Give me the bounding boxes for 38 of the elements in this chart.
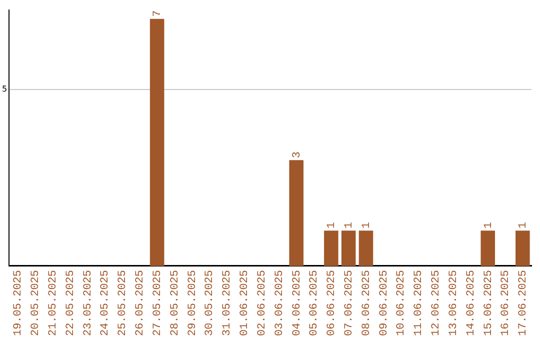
data-label: 7 [152, 10, 164, 17]
data-label: 1 [482, 222, 495, 229]
x-tick-label: 27.05.2025 [152, 270, 164, 336]
x-tick-label: 06.06.2025 [326, 270, 338, 336]
x-tick-label: 11.06.2025 [413, 270, 426, 336]
data-label: 1 [326, 222, 338, 229]
x-tick-label: 07.06.2025 [343, 270, 356, 336]
x-tick-label: 22.05.2025 [64, 270, 77, 336]
x-tick-label: 04.06.2025 [291, 270, 304, 336]
x-tick-label: 19.05.2025 [12, 270, 25, 336]
x-tick-label: 29.05.2025 [186, 270, 199, 336]
y-tick-label: 5 [2, 84, 8, 94]
x-tick-label: 05.06.2025 [308, 270, 321, 336]
x-tick-label: 24.05.2025 [100, 270, 112, 336]
x-tick-label: 21.05.2025 [48, 270, 60, 336]
data-label: 1 [518, 222, 530, 229]
x-tick-label: 15.06.2025 [482, 270, 495, 336]
x-tick-label: 30.05.2025 [204, 270, 216, 336]
x-tick-label: 25.05.2025 [117, 270, 130, 336]
x-tick-label: 02.06.2025 [256, 270, 268, 336]
x-tick-label: 10.06.2025 [396, 270, 408, 336]
x-tick-label: 12.06.2025 [430, 270, 443, 336]
x-tick-label: 31.05.2025 [222, 270, 234, 336]
x-tick-label: 28.05.2025 [169, 270, 182, 336]
x-tick-label: 01.06.2025 [239, 270, 252, 336]
x-tick-label: 23.05.2025 [82, 270, 94, 336]
x-tick-label: 16.06.2025 [500, 270, 512, 336]
x-tick-label: 26.05.2025 [134, 270, 147, 336]
x-tick-label: 08.06.2025 [360, 270, 373, 336]
x-tick-label: 03.06.2025 [274, 270, 286, 336]
x-tick-label: 09.06.2025 [378, 270, 390, 336]
x-tick-label: 14.06.2025 [465, 270, 478, 336]
data-label: 1 [360, 222, 373, 229]
x-tick-label: 13.06.2025 [448, 270, 460, 336]
data-label: 3 [291, 151, 304, 158]
data-label: 1 [343, 222, 356, 229]
x-tick-label: 20.05.2025 [30, 270, 42, 336]
x-tick-label: 17.06.2025 [518, 270, 530, 336]
